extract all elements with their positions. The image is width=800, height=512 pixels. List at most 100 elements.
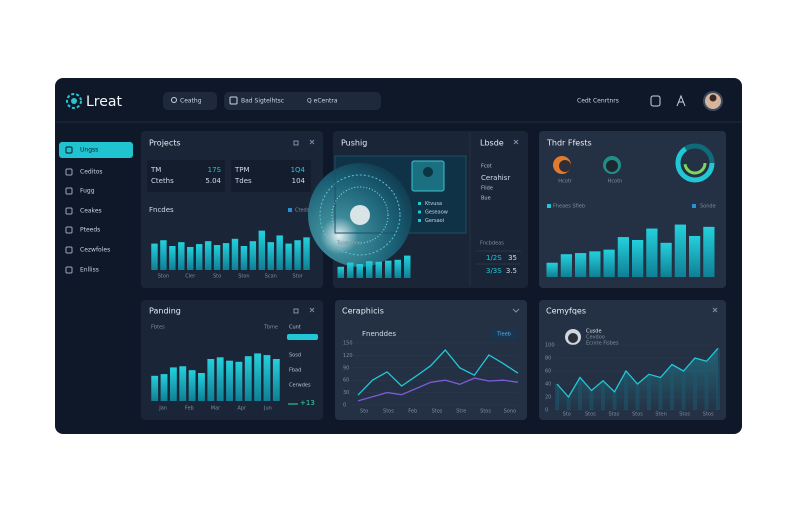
bar xyxy=(216,357,224,401)
label: 5.04 xyxy=(205,177,221,185)
panel xyxy=(141,300,323,420)
y-tick-label: 30 xyxy=(343,390,349,396)
bar xyxy=(546,262,558,277)
close-icon[interactable] xyxy=(712,307,718,313)
panel-title: Thdr Ffests xyxy=(546,139,592,148)
label: Cerwdes xyxy=(289,383,311,389)
x-tick-label: Stas xyxy=(609,412,620,418)
sidebar-item: Ceakes xyxy=(80,208,102,215)
label: Geseaow xyxy=(425,210,448,216)
label: Flide xyxy=(481,186,493,192)
label: Tleeb xyxy=(496,332,511,338)
label: 1Q4 xyxy=(291,166,306,174)
bar xyxy=(366,261,373,278)
legend-swatch xyxy=(692,204,696,208)
sidebar-item: Ungss xyxy=(80,147,98,154)
bar xyxy=(179,366,187,401)
bar xyxy=(375,261,382,278)
bar xyxy=(689,235,701,277)
search-box[interactable] xyxy=(163,92,217,110)
donut-ring xyxy=(675,143,715,183)
item-bullet xyxy=(418,210,421,214)
x-tick-label: Sto xyxy=(563,412,571,418)
sidebar-icon xyxy=(65,187,73,195)
sidebar-item: Enlliss xyxy=(80,267,99,274)
bar xyxy=(207,359,215,401)
panel-title: Panding xyxy=(149,307,181,316)
x-tick-label: Sten xyxy=(655,412,666,418)
line xyxy=(357,377,519,402)
bar xyxy=(404,255,411,278)
x-tick-label: Stor xyxy=(292,274,303,280)
sidebar-active[interactable] xyxy=(59,142,133,158)
sidebar-icon xyxy=(65,168,73,176)
label: Fbtes xyxy=(151,325,165,331)
panel-controls[interactable] xyxy=(293,139,315,146)
bar xyxy=(187,246,194,270)
label: +13 xyxy=(300,399,315,407)
label: 35 xyxy=(508,254,517,262)
x-tick-label: Cler xyxy=(185,274,196,280)
bar xyxy=(303,237,310,270)
label: Ecnrie Fisbes xyxy=(586,341,619,347)
x-tick-label: Stos xyxy=(432,409,443,415)
x-tick-label: Ston xyxy=(158,274,169,280)
legend-swatch xyxy=(288,208,292,212)
y-tick-label: 100 xyxy=(545,343,555,349)
label: Cerahisr xyxy=(481,174,510,182)
legend-swatch xyxy=(547,204,551,208)
x-tick-label: Stos xyxy=(480,409,491,415)
tab[interactable]: Bad Sigtelhtsc xyxy=(241,98,284,105)
filter[interactable]: Q eCentra xyxy=(307,98,338,105)
bar xyxy=(603,249,615,277)
bar xyxy=(276,235,283,270)
header-right[interactable]: Cedt Cenrtnrs xyxy=(577,98,619,105)
x-tick-label: Feb xyxy=(408,409,417,415)
label: Hcotr xyxy=(558,179,573,185)
tab-bar[interactable] xyxy=(224,92,381,110)
x-tick-label: Mar xyxy=(211,406,221,412)
bar xyxy=(575,253,587,277)
bar xyxy=(356,264,363,278)
x-tick-label: Stos xyxy=(383,409,394,415)
y-tick-label: 20 xyxy=(545,395,551,401)
donut-inner xyxy=(683,151,707,175)
user-icon[interactable] xyxy=(676,94,686,107)
bar xyxy=(244,356,252,401)
y-tick-label: 60 xyxy=(545,369,551,375)
label: Fheaes Sfieb xyxy=(553,204,585,210)
x-tick-label: Scan xyxy=(265,274,277,280)
label: Fbad xyxy=(289,368,301,374)
panel-title: Projects xyxy=(149,139,181,148)
bar xyxy=(394,259,401,278)
bar xyxy=(337,266,344,278)
bar xyxy=(222,243,230,270)
stat-box xyxy=(231,160,311,192)
label: 104 xyxy=(292,177,306,185)
person-avatar-face xyxy=(606,160,618,172)
y-tick-label: 120 xyxy=(343,353,353,359)
x-tick-label: Stre xyxy=(456,409,466,415)
tag-box[interactable] xyxy=(491,329,517,339)
label: TPM xyxy=(234,166,250,174)
area xyxy=(557,348,718,410)
image-border xyxy=(334,155,467,234)
chevron[interactable] xyxy=(512,308,520,313)
label: Sonde xyxy=(700,204,716,210)
bar xyxy=(258,230,266,270)
close-icon[interactable] xyxy=(513,139,519,145)
panel-controls[interactable] xyxy=(293,307,315,314)
bar xyxy=(703,226,715,277)
notification-icon[interactable] xyxy=(650,95,661,107)
y-tick-label: 0 xyxy=(343,403,346,409)
x-tick-label: Stos xyxy=(679,412,690,418)
thumbnail-figure xyxy=(423,167,433,177)
sidebar-item: Pteeds xyxy=(80,227,100,234)
panel xyxy=(335,300,527,420)
bar xyxy=(151,375,159,401)
bar xyxy=(254,353,262,401)
bar xyxy=(226,360,233,401)
bar xyxy=(195,244,203,270)
bar xyxy=(231,238,239,270)
bar xyxy=(240,246,248,270)
